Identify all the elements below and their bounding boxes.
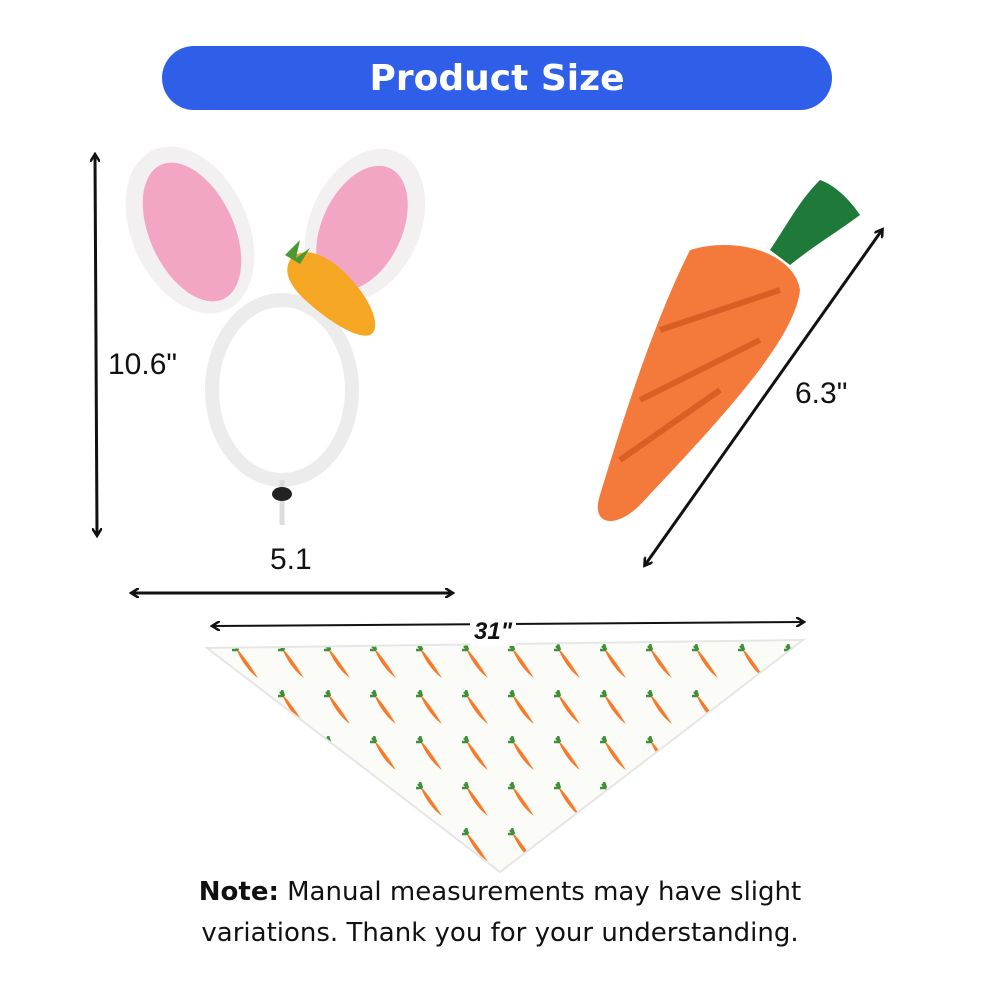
bandana xyxy=(204,638,807,874)
title: Product Size xyxy=(162,46,832,110)
height-arrow xyxy=(95,155,97,535)
length-arrow xyxy=(645,230,882,565)
dimension-label: 10.6" xyxy=(108,348,178,381)
carrot-toy xyxy=(597,180,860,522)
note-line: Note: Manual measurements may have sligh… xyxy=(0,872,1000,913)
note-line: variations. Thank you for your understan… xyxy=(201,918,799,948)
dimension-label: 6.3" xyxy=(795,377,848,410)
dimension-label: 31" xyxy=(470,618,517,646)
note-label: Note: xyxy=(198,877,279,907)
bunny-headband xyxy=(125,146,426,525)
dimension-label: 5.1 xyxy=(270,543,312,576)
note: Note: Manual measurements may have sligh… xyxy=(0,872,1000,954)
note-text: Manual measurements may have slight xyxy=(287,877,802,907)
